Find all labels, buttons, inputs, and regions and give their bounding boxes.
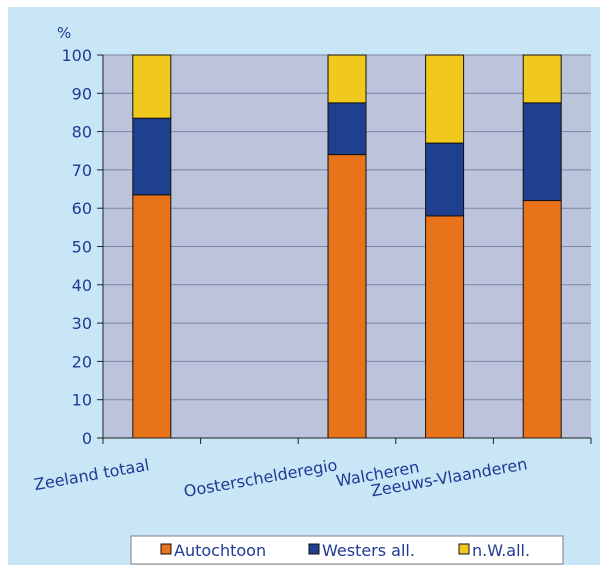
legend-swatch [160, 543, 172, 555]
y-tick-label: 70 [72, 161, 92, 180]
y-tick-label: 100 [61, 46, 92, 65]
y-tick-label: 0 [82, 429, 92, 448]
y-tick-label: 60 [72, 199, 92, 218]
y-unit-label: % [57, 24, 71, 42]
legend-label: n.W.all. [472, 541, 530, 560]
legend-swatch [458, 543, 470, 555]
bars [132, 54, 562, 439]
y-tick-label: 30 [72, 314, 92, 333]
bar-segment [425, 142, 465, 217]
legend-box [130, 535, 564, 565]
y-tick-label: 10 [72, 391, 92, 410]
legend-label: Autochtoon [174, 541, 266, 560]
bar-segment [327, 154, 367, 439]
y-tick-label: 90 [72, 84, 92, 103]
y-tick-label: 80 [72, 123, 92, 142]
bar-segment [522, 102, 562, 202]
bar-segment [327, 102, 367, 156]
y-tick-label: 40 [72, 276, 92, 295]
bar-segment [132, 117, 172, 196]
y-tick-label: 20 [72, 352, 92, 371]
legend-label: Westers all. [322, 541, 415, 560]
bar-segment [425, 215, 465, 439]
y-tick-labels: 0 10 20 30 40 50 60 70 80 90 100 [61, 46, 92, 448]
bar-segment [425, 54, 465, 144]
axes [97, 54, 592, 444]
bar-segment [327, 54, 367, 104]
bar-segment [132, 194, 172, 439]
bar-segment [522, 54, 562, 104]
legend: Autochtoon Westers all. n.W.all. [130, 535, 564, 565]
bar-segment [132, 54, 172, 119]
bar-segment [522, 200, 562, 439]
legend-swatch [308, 543, 320, 555]
y-tick-label: 50 [72, 238, 92, 257]
